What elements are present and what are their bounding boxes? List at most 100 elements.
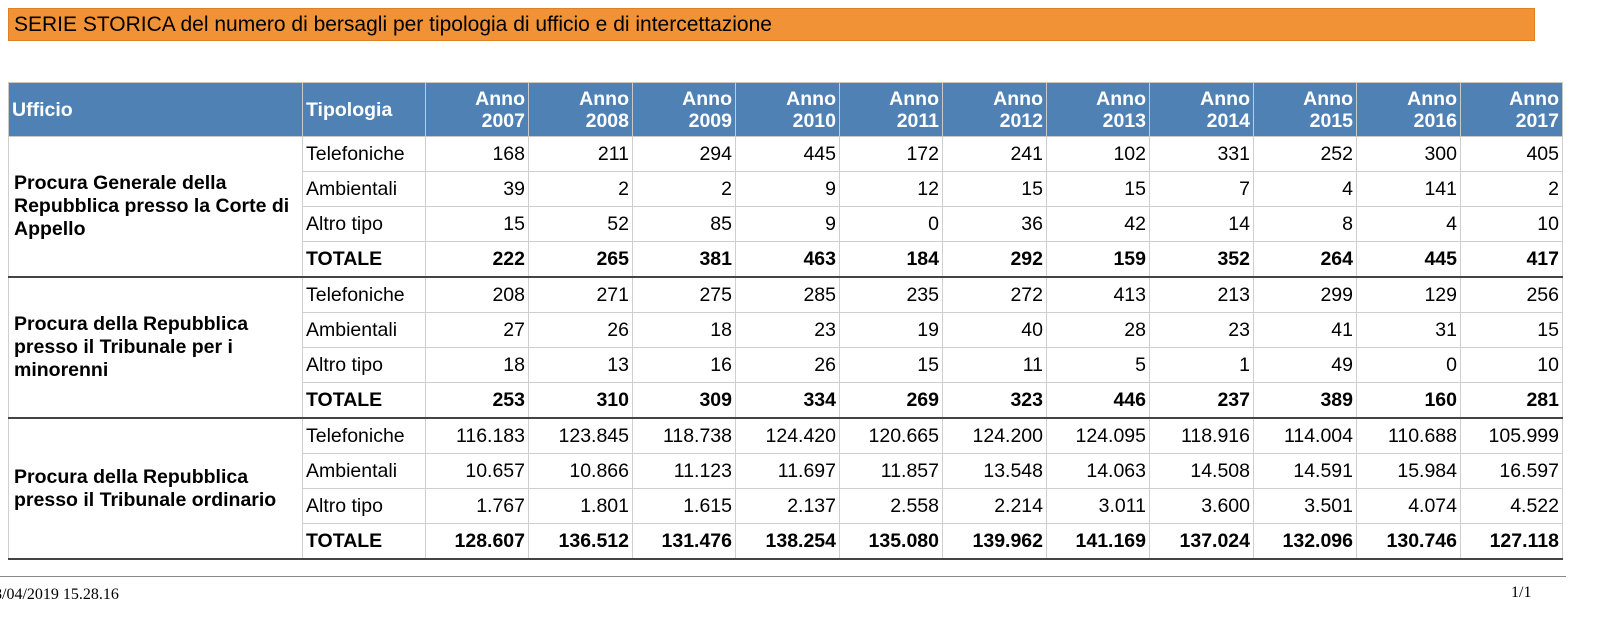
column-header-year: Anno 2009	[632, 82, 736, 137]
table-row: Ambientali 27 26 18 23 19 40 28 23 41 31 15	[9, 312, 1563, 348]
value-cell: 16.597	[1460, 453, 1563, 489]
value-cell: 131.476	[632, 523, 736, 560]
value-cell: 4	[1253, 171, 1357, 207]
column-header-year-value: 2013	[1102, 109, 1146, 132]
column-header-year-value: 2009	[688, 109, 732, 132]
value-cell: 160	[1356, 382, 1461, 419]
value-cell: 3.011	[1046, 488, 1150, 524]
value-cell: 272	[942, 276, 1047, 313]
value-cell: 128.607	[425, 523, 529, 560]
column-header-anno-label: Anno	[1200, 87, 1250, 110]
value-cell: 334	[735, 382, 840, 419]
value-cell: 299	[1253, 276, 1357, 313]
value-cell: 271	[528, 276, 633, 313]
value-cell: 137.024	[1149, 523, 1254, 560]
footer-page-number: 1/1	[1511, 584, 1532, 601]
value-cell: 105.999	[1460, 417, 1563, 454]
value-cell: 141.169	[1046, 523, 1150, 560]
value-cell: 18	[632, 312, 736, 348]
column-header-anno-label: Anno	[1407, 87, 1457, 110]
value-cell: 3.501	[1253, 488, 1357, 524]
value-cell: 265	[528, 241, 633, 278]
value-cell: 14	[1149, 206, 1254, 242]
value-cell: 413	[1046, 276, 1150, 313]
table-row: Altro tipo 1.767 1.801 1.615 2.137 2.558 2.214…	[9, 488, 1563, 524]
value-cell: 281	[1460, 382, 1563, 419]
column-header-year: Anno 2014	[1149, 82, 1254, 137]
tipologia-cell: Altro tipo	[302, 347, 426, 383]
tipologia-cell: Altro tipo	[302, 206, 426, 242]
tipologia-cell: TOTALE	[302, 382, 426, 419]
value-cell: 213	[1149, 276, 1254, 313]
tipologia-cell: Altro tipo	[302, 488, 426, 524]
column-header-year: Anno 2013	[1046, 82, 1150, 137]
value-cell: 168	[425, 136, 529, 172]
value-cell: 252	[1253, 136, 1357, 172]
value-cell: 124.420	[735, 417, 840, 454]
value-cell: 138.254	[735, 523, 840, 560]
value-cell: 16	[632, 347, 736, 383]
value-cell: 2.214	[942, 488, 1047, 524]
value-cell: 11.857	[839, 453, 943, 489]
column-header-tipologia: Tipologia	[302, 82, 426, 137]
office-cell: Procura della Repubblica presso il Tribu…	[8, 417, 303, 560]
tipologia-cell: Telefoniche	[302, 276, 426, 313]
value-cell: 114.004	[1253, 417, 1357, 454]
value-cell: 40	[942, 312, 1047, 348]
value-cell: 132.096	[1253, 523, 1357, 560]
column-header-year: Anno 2010	[735, 82, 840, 137]
value-cell: 1.767	[425, 488, 529, 524]
office-cell: Procura Generale della Repubblica presso…	[8, 136, 303, 278]
column-header-year: Anno 2016	[1356, 82, 1461, 137]
value-cell: 15	[1046, 171, 1150, 207]
value-cell: 14.591	[1253, 453, 1357, 489]
value-cell: 222	[425, 241, 529, 278]
value-cell: 331	[1149, 136, 1254, 172]
value-cell: 36	[942, 206, 1047, 242]
footer-divider	[0, 576, 1566, 577]
value-cell: 237	[1149, 382, 1254, 419]
value-cell: 5	[1046, 347, 1150, 383]
column-header-year: Anno 2015	[1253, 82, 1357, 137]
value-cell: 3.600	[1149, 488, 1254, 524]
value-cell: 23	[735, 312, 840, 348]
value-cell: 1.801	[528, 488, 633, 524]
value-cell: 9	[735, 206, 840, 242]
value-cell: 102	[1046, 136, 1150, 172]
value-cell: 15	[942, 171, 1047, 207]
value-cell: 14.508	[1149, 453, 1254, 489]
value-cell: 8	[1253, 206, 1357, 242]
value-cell: 208	[425, 276, 529, 313]
column-header-year-value: 2010	[792, 109, 836, 132]
column-header-anno-label: Anno	[889, 87, 939, 110]
value-cell: 85	[632, 206, 736, 242]
value-cell: 15	[425, 206, 529, 242]
value-cell: 381	[632, 241, 736, 278]
column-header-year-value: 2011	[896, 109, 939, 132]
table-row: Altro tipo 15 52 85 9 0 36 42 14 8 4 10	[9, 206, 1563, 242]
value-cell: 264	[1253, 241, 1357, 278]
value-cell: 310	[528, 382, 633, 419]
value-cell: 42	[1046, 206, 1150, 242]
value-cell: 23	[1149, 312, 1254, 348]
value-cell: 184	[839, 241, 943, 278]
value-cell: 241	[942, 136, 1047, 172]
value-cell: 110.688	[1356, 417, 1461, 454]
value-cell: 39	[425, 171, 529, 207]
value-cell: 9	[735, 171, 840, 207]
column-header-year-value: 2012	[999, 109, 1043, 132]
value-cell: 124.200	[942, 417, 1047, 454]
value-cell: 445	[1356, 241, 1461, 278]
value-cell: 124.095	[1046, 417, 1150, 454]
value-cell: 405	[1460, 136, 1563, 172]
value-cell: 127.118	[1460, 523, 1563, 560]
total-row: TOTALE 253 310 309 334 269 323 446 237 389 160 281	[9, 382, 1563, 419]
value-cell: 352	[1149, 241, 1254, 278]
value-cell: 323	[942, 382, 1047, 419]
value-cell: 2	[528, 171, 633, 207]
column-header-anno-label: Anno	[1509, 87, 1559, 110]
value-cell: 4.522	[1460, 488, 1563, 524]
value-cell: 10.657	[425, 453, 529, 489]
total-row: TOTALE 128.607 136.512 131.476 138.254 135.08…	[9, 523, 1563, 560]
value-cell: 26	[528, 312, 633, 348]
